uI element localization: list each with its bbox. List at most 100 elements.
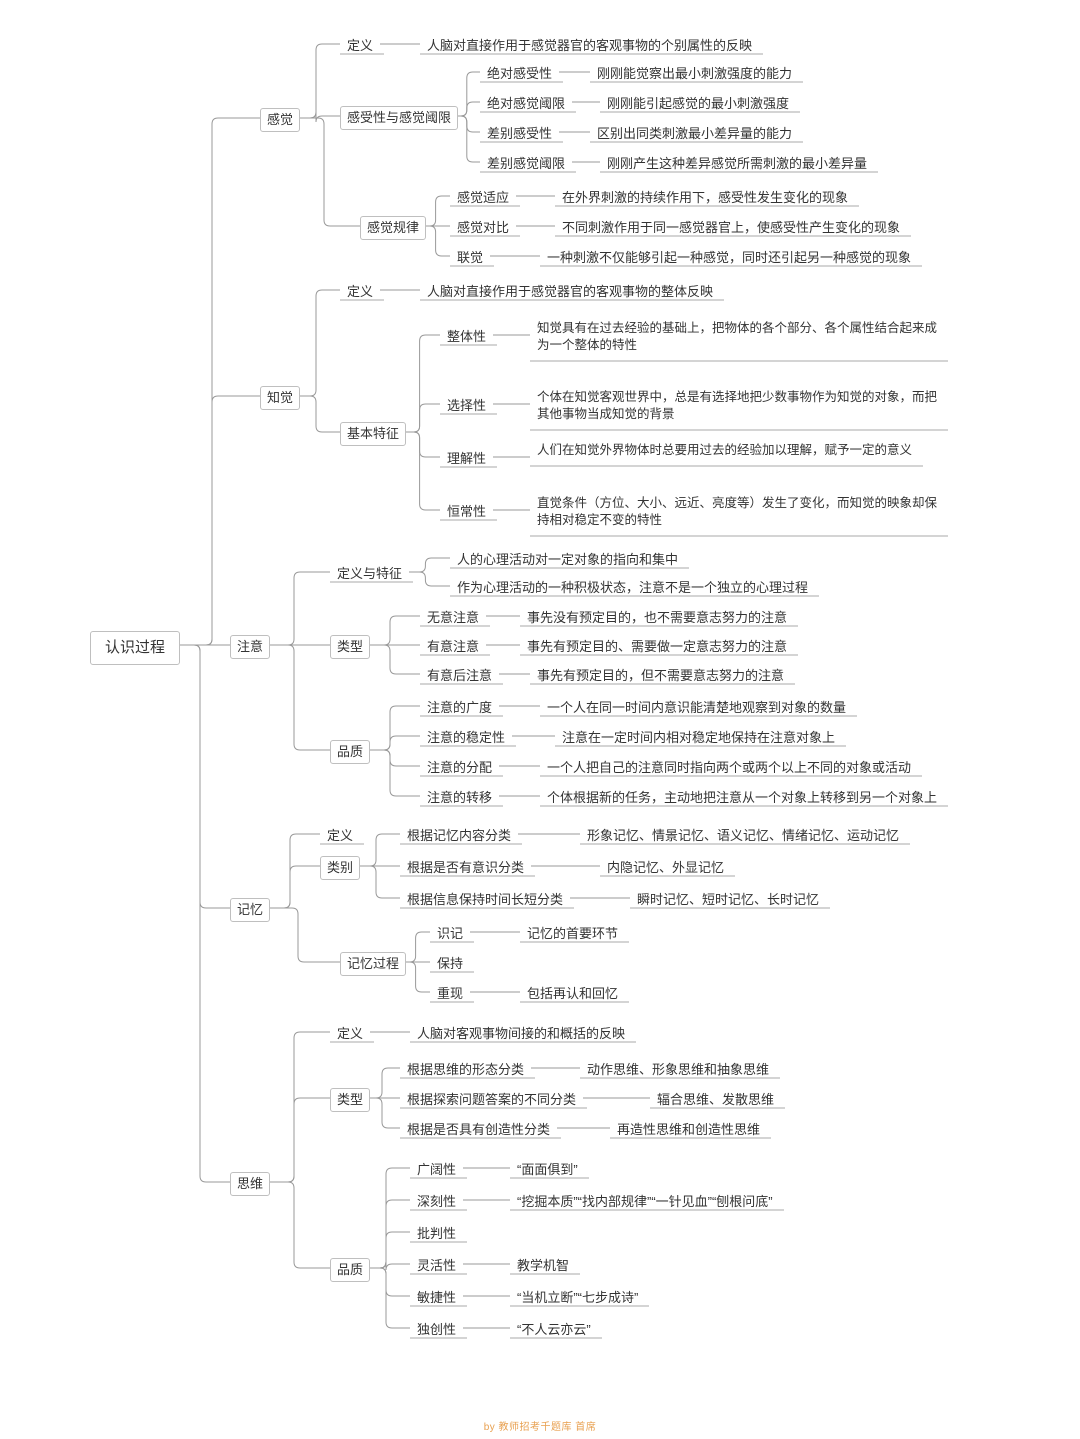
node-gj_yx2: 绝对感觉阈限: [480, 92, 572, 116]
node-zy_pz1: 注意的广度: [420, 696, 499, 720]
leaf-zy_pz1: 一个人在同一时间内意识能清楚地观察到对象的数量: [540, 696, 853, 720]
edge-gj_yx-gj_yx4: [458, 116, 480, 162]
edge-zj_tz-zj_tz3: [406, 432, 440, 457]
node-gj_yx1: 绝对感受性: [480, 62, 559, 86]
node-gj_yx: 感受性与感觉阈限: [340, 106, 458, 130]
leaf-gj_yx1: 刚刚能觉察出最小刺激强度的能力: [590, 62, 799, 86]
node-jy_def: 定义: [320, 824, 360, 848]
edge-ganjue-gj_def: [300, 44, 340, 118]
leaf-zy_lx3: 事先有预定目的，但不需要意志努力的注意: [530, 664, 791, 688]
node-zj_def: 定义: [340, 280, 380, 304]
edge-jiyi-jy_lb: [270, 866, 320, 908]
leaf-gj_yx2: 刚刚能引起感觉的最小刺激强度: [600, 92, 796, 116]
leaf-jy_lb2: 内隐记忆、外显记忆: [600, 856, 731, 880]
node-sw_pz6: 独创性: [410, 1318, 463, 1342]
node-sw_pz3: 批判性: [410, 1222, 463, 1246]
edge-jiyi-jy_gc: [270, 908, 340, 962]
leaf-zy_pz2: 注意在一定时间内相对稳定地保持在注意对象上: [555, 726, 842, 750]
edge-root-ganjue: [180, 118, 260, 645]
leaf-gj_yx4: 刚刚产生这种差异感觉所需刺激的最小差异量: [600, 152, 874, 176]
edge-sw_lx-sw_lx1: [370, 1068, 400, 1098]
node-zj_tz2: 选择性: [440, 394, 493, 418]
edge-zhijue-zj_tz: [300, 396, 340, 432]
edge-jy_gc-jy_gc1: [406, 932, 430, 962]
node-jy_lb3: 根据信息保持时间长短分类: [400, 888, 570, 912]
node-ganjue: 感觉: [260, 108, 300, 132]
leaf-jy_lb1: 形象记忆、情景记忆、语义记忆、情绪记忆、运动记忆: [580, 824, 906, 848]
edge-sw_pz-sw_pz1: [370, 1168, 410, 1268]
node-sw_def: 定义: [330, 1022, 370, 1046]
edge-zy_lx-zy_lx3: [370, 645, 420, 674]
leaf-gj_def: 人脑对直接作用于感觉器官的客观事物的个别属性的反映: [420, 34, 759, 58]
edge-siwei-sw_pz: [270, 1182, 330, 1268]
leaf-jy_lb3: 瞬时记忆、短时记忆、长时记忆: [630, 888, 826, 912]
edge-sw_pz-sw_pz3: [370, 1232, 410, 1268]
node-zy_pz2: 注意的稳定性: [420, 726, 512, 750]
leaf-zj_tz3: 人们在知觉外界物体时总要用过去的经验加以理解，赋予一定的意义: [530, 439, 919, 462]
node-zy_def: 定义与特征: [330, 562, 409, 586]
leaf-zj_tz4: 直觉条件（方位、大小、远近、亮度等）发生了变化，而知觉的映象却保持相对稳定不变的…: [530, 492, 944, 532]
edge-sw_pz-sw_pz4: [370, 1262, 410, 1270]
node-zj_tz3: 理解性: [440, 447, 493, 471]
leaf-jy_gc1: 记忆的首要环节: [520, 922, 625, 946]
edge-zy_pz-zy_pz3: [370, 750, 420, 766]
leaf-gj_gl1: 在外界刺激的持续作用下，感受性发生变化的现象: [555, 186, 855, 210]
node-root: 认识过程: [90, 631, 180, 665]
mindmap-canvas: 认识过程 感觉知觉注意记忆思维 定义 人脑对直接作用于感觉器官的客观事物的个别属性的反…: [0, 0, 1080, 1439]
leaf-zy_def-0: 人的心理活动对一定对象的指向和集中: [450, 548, 685, 572]
node-jiyi: 记忆: [230, 898, 270, 922]
edge-gj_gl-gj_gl3: [426, 226, 450, 256]
edge-leaf-zy_def-0: [409, 558, 450, 572]
leaf-zj_tz1: 知觉具有在过去经验的基础上，把物体的各个部分、各个属性结合起来成为一个整体的特性: [530, 317, 944, 357]
edge-gj_yx-gj_yx1: [458, 72, 480, 116]
node-siwei: 思维: [230, 1172, 270, 1196]
node-jy_lb2: 根据是否有意识分类: [400, 856, 531, 880]
edge-siwei-sw_lx: [270, 1098, 330, 1182]
leaf-zy_pz3: 一个人把自己的注意同时指向两个或两个以上不同的对象或活动: [540, 756, 918, 780]
node-gj_gl: 感觉规律: [360, 216, 426, 240]
edge-root-zhijue: [180, 396, 260, 645]
node-zj_tz4: 恒常性: [440, 500, 493, 524]
leaf-sw_pz2: “挖掘本质”“找内部规律”“一针见血”“刨根问底”: [510, 1190, 780, 1214]
node-gj_gl1: 感觉适应: [450, 186, 516, 210]
node-gj_def: 定义: [340, 34, 380, 58]
leaf-zj_tz2: 个体在知觉客观世界中，总是有选择地把少数事物作为知觉的对象，而把其他事物当成知觉…: [530, 386, 944, 426]
node-zy_pz: 品质: [330, 740, 370, 764]
node-zhuyi: 注意: [230, 635, 270, 659]
edge-zhuyi-zy_def: [270, 572, 330, 645]
leaf-sw_lx1: 动作思维、形象思维和抽象思维: [580, 1058, 776, 1082]
edge-gj_gl-gj_gl1: [426, 196, 450, 226]
edge-root-jiyi: [180, 645, 230, 908]
node-jy_gc1: 识记: [430, 922, 470, 946]
leaf-sw_pz4: 教学机智: [510, 1254, 576, 1278]
node-sw_pz5: 敏捷性: [410, 1286, 463, 1310]
edge-siwei-sw_def: [270, 1032, 330, 1182]
edge-root-siwei: [180, 645, 230, 1182]
edge-ganjue-gj_gl: [300, 118, 360, 226]
node-zy_lx1: 无意注意: [420, 606, 486, 630]
edge-sw_lx-sw_lx3: [370, 1098, 400, 1128]
leaf-gj_gl3: 一种刺激不仅能够引起一种感觉，同时还引起另一种感觉的现象: [540, 246, 918, 270]
leaf-gj_gl2: 不同刺激作用于同一感觉器官上，使感受性产生变化的现象: [555, 216, 907, 240]
node-sw_lx1: 根据思维的形态分类: [400, 1058, 531, 1082]
watermark: by 教师招考千题库 首席: [0, 1418, 1080, 1433]
node-zj_tz1: 整体性: [440, 325, 493, 349]
edge-zy_pz-zy_pz2: [370, 736, 420, 750]
edge-zhijue-zj_def: [300, 290, 340, 396]
node-zy_lx3: 有意后注意: [420, 664, 499, 688]
leaf-sw_pz1: “面面俱到”: [510, 1158, 585, 1182]
node-jy_lb1: 根据记忆内容分类: [400, 824, 518, 848]
edge-jy_gc-jy_gc3: [406, 962, 430, 992]
node-zhijue: 知觉: [260, 386, 300, 410]
node-jy_gc2: 保持: [430, 952, 470, 976]
edges-layer: [0, 0, 1080, 1439]
edge-sw_pz-sw_pz6: [370, 1268, 410, 1328]
node-gj_yx3: 差别感受性: [480, 122, 559, 146]
edge-gj_yx-gj_yx2: [458, 102, 480, 116]
node-zy_lx: 类型: [330, 635, 370, 659]
leaf-gj_yx3: 区别出同类刺激最小差异量的能力: [590, 122, 799, 146]
leaf-sw_pz6: “不人云亦云”: [510, 1318, 598, 1342]
edge-zy_pz-zy_pz4: [370, 750, 420, 796]
leaf-zj_def: 人脑对直接作用于感觉器官的客观事物的整体反映: [420, 280, 720, 304]
leaf-jy_gc3: 包括再认和回忆: [520, 982, 625, 1006]
